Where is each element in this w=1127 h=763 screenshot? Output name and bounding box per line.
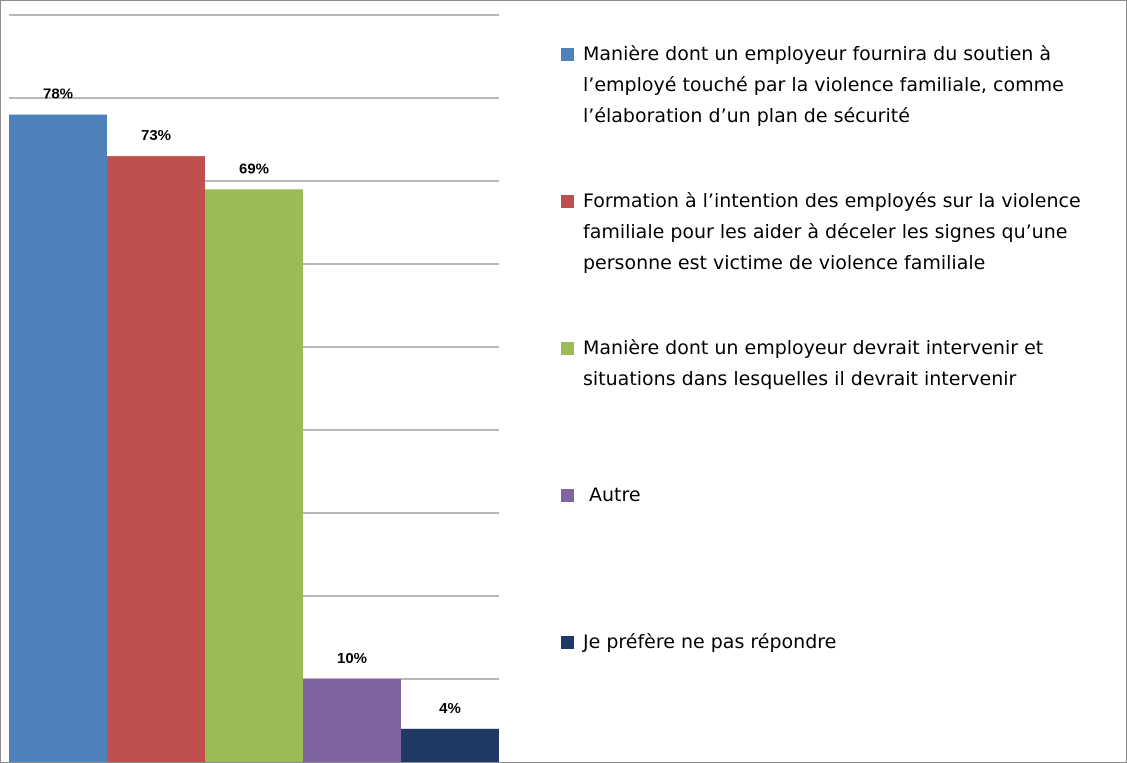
- bar-4: [303, 679, 401, 762]
- legend-label: Je préfère ne pas répondre: [583, 631, 837, 653]
- legend-swatch: [561, 636, 574, 649]
- legend-label: Manière dont un employeur devrait interv…: [583, 337, 1044, 390]
- data-label: 78%: [43, 86, 73, 103]
- legend-label: Formation à l’intention des employés sur…: [583, 190, 1081, 274]
- bar-2: [107, 156, 205, 762]
- data-labels: 78% 73% 69% 10% 4%: [43, 86, 461, 717]
- bars: [9, 114, 499, 762]
- bar-3: [205, 189, 303, 762]
- legend-swatch: [561, 342, 574, 355]
- legend-swatch: [561, 48, 574, 61]
- bar-chart: 78% 73% 69% 10% 4%: [9, 14, 499, 762]
- bar-1: [9, 114, 107, 762]
- data-label: 69%: [239, 160, 269, 177]
- legend-swatch: [561, 489, 574, 502]
- legend-swatch: [561, 195, 574, 208]
- legend: Manière dont un employeur fournira du so…: [561, 1, 1121, 761]
- bar-5: [401, 728, 499, 762]
- legend-label: Manière dont un employeur fournira du so…: [583, 43, 1064, 127]
- data-label: 10%: [337, 650, 367, 667]
- data-label: 4%: [439, 700, 461, 717]
- legend-label: Autre: [589, 484, 641, 506]
- data-label: 73%: [141, 127, 171, 144]
